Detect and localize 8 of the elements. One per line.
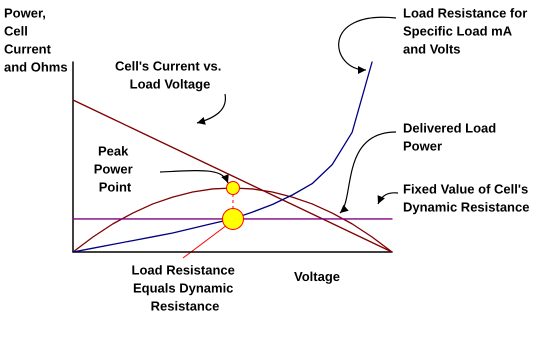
annotation: Peak Power Point — [94, 144, 136, 194]
x-axis-title: Voltage — [294, 269, 340, 284]
text: Delivered Load Power — [403, 120, 500, 154]
text: Load Resistance for Specific Load mA and Volts — [403, 6, 531, 56]
text: Load Resistance Equals Dynamic Resistance — [132, 262, 238, 314]
y-axis-title: Power, Cell Current and Ohms — [4, 6, 68, 74]
text: Fixed Value of Cell's Dynamic Resistance — [403, 182, 532, 214]
annotation: Cell's Current vs. Load Voltage — [114, 58, 226, 92]
